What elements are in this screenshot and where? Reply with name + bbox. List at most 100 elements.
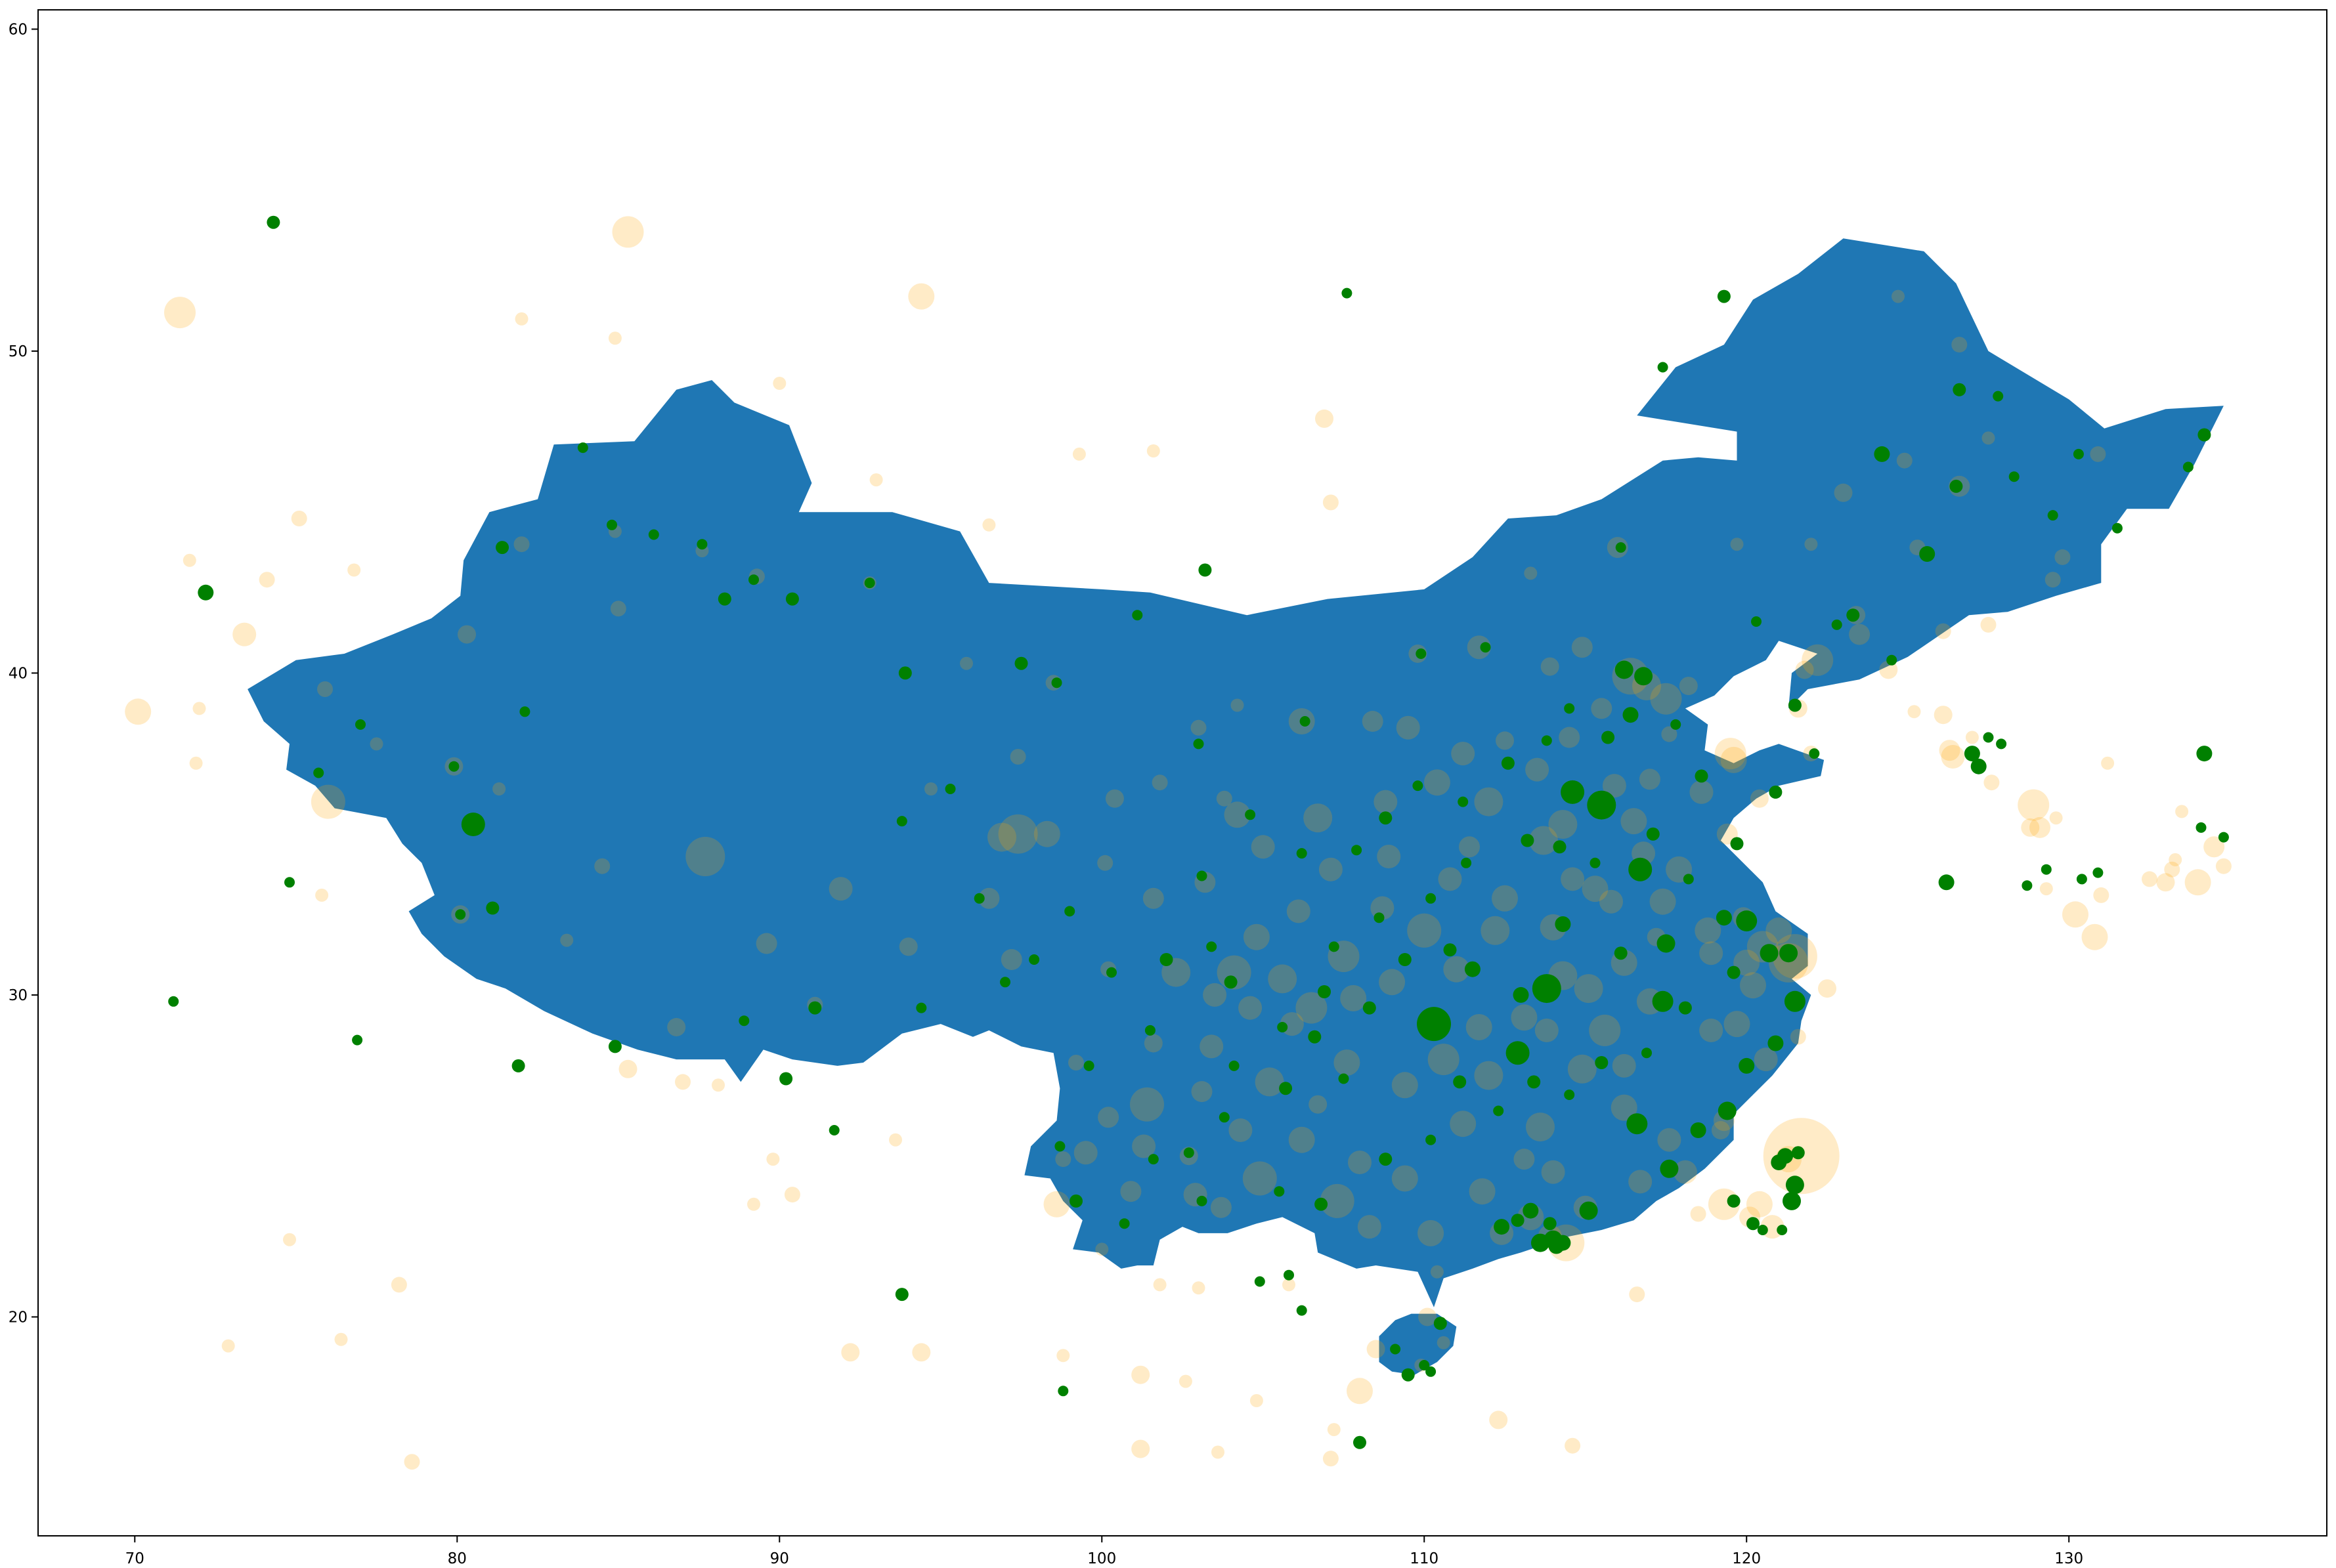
orange-point (164, 297, 196, 329)
orange-point (1714, 738, 1746, 770)
orange-point (1120, 1181, 1142, 1202)
orange-point (1459, 836, 1480, 858)
green-point (2092, 867, 2104, 878)
orange-point (1327, 1423, 1341, 1437)
green-point (1587, 790, 1616, 820)
orange-point (1211, 1445, 1224, 1459)
green-point (1683, 874, 1694, 885)
orange-point (1131, 1439, 1150, 1458)
orange-point (1418, 1307, 1437, 1326)
orange-point (1228, 1118, 1253, 1142)
orange-point (1511, 1004, 1538, 1031)
green-point (1622, 707, 1639, 723)
orange-point (1396, 715, 1420, 740)
green-point (974, 893, 985, 904)
orange-point (183, 553, 196, 567)
orange-point (1611, 1094, 1637, 1121)
orange-point (1190, 719, 1207, 736)
orange-point (1192, 1281, 1205, 1295)
orange-point (747, 1197, 760, 1211)
mainland-shape (248, 238, 2224, 1307)
orange-point (1430, 1265, 1444, 1279)
x-tick-label: 90 (770, 1550, 789, 1567)
orange-point (2175, 805, 2189, 818)
green-point (1614, 660, 1633, 679)
green-point (1254, 1276, 1265, 1287)
orange-point (1179, 1374, 1192, 1388)
orange-point (1073, 1141, 1098, 1165)
orange-point (756, 933, 777, 954)
orange-point (334, 1332, 348, 1346)
y-tick-label: 20 (9, 1309, 28, 1326)
green-point (1198, 563, 1212, 577)
orange-point (1980, 616, 1997, 633)
orange-point (924, 782, 938, 795)
green-point (1527, 1075, 1541, 1089)
orange-point (829, 877, 853, 901)
green-point (1328, 941, 1339, 952)
green-point (511, 1059, 525, 1072)
orange-point (1391, 1072, 1418, 1099)
orange-point (2029, 816, 2050, 838)
orange-point (2101, 756, 2115, 770)
x-tick-label: 110 (1410, 1550, 1438, 1567)
green-point (1983, 732, 1994, 743)
green-point (1119, 1218, 1130, 1229)
orange-point (1599, 889, 1623, 914)
orange-point (1417, 1219, 1444, 1246)
orange-point (1377, 845, 1401, 868)
orange-point (1525, 757, 1549, 782)
orange-point (2164, 861, 2180, 878)
green-point (1224, 975, 1238, 989)
green-point (1769, 785, 1783, 799)
orange-point (1224, 801, 1251, 828)
green-point (1183, 1147, 1194, 1158)
green-point (1511, 1214, 1525, 1227)
orange-point (1340, 985, 1367, 1011)
orange-point (1657, 1128, 1681, 1152)
orange-point (1981, 431, 1995, 445)
orange-point (1251, 835, 1275, 859)
green-point (1739, 1057, 1755, 1074)
green-point (916, 1002, 927, 1013)
green-point (1159, 953, 1173, 966)
orange-point (1467, 635, 1491, 660)
orange-point (1612, 1053, 1636, 1078)
orange-point (315, 888, 329, 902)
orange-point (618, 1059, 638, 1078)
green-point (1601, 731, 1615, 744)
orange-point (1720, 746, 1747, 773)
orange-point (2215, 858, 2232, 874)
orange-point (1571, 637, 1593, 658)
x-axis: 70 80 90 100 110 120 130 (125, 1536, 2083, 1567)
orange-point (1095, 1242, 1109, 1256)
green-point (1652, 990, 1674, 1012)
orange-point (899, 937, 918, 956)
orange-point (1934, 706, 1953, 725)
orange-point (978, 887, 1000, 909)
orange-point (1451, 742, 1475, 766)
green-point (1785, 1176, 1804, 1195)
orange-point (1907, 705, 1921, 719)
green-point (1054, 1141, 1066, 1152)
orange-point (610, 601, 626, 617)
green-point (1219, 1112, 1230, 1123)
green-point (1730, 837, 1744, 851)
green-point (1419, 1360, 1430, 1370)
orange-point (1513, 1149, 1535, 1170)
orange-point (391, 1277, 407, 1293)
x-tick-label: 70 (125, 1550, 144, 1567)
orange-point (1322, 494, 1339, 511)
orange-point (612, 216, 644, 248)
green-point (1501, 756, 1515, 770)
y-tick-label: 50 (9, 343, 28, 360)
orange-point (1098, 1107, 1119, 1128)
orange-point (1639, 769, 1660, 790)
green-point (1132, 610, 1143, 621)
green-point (1148, 1154, 1159, 1165)
orange-point (1690, 1206, 1706, 1222)
orange-point (347, 563, 361, 577)
green-point (896, 816, 907, 827)
green-point (1970, 758, 1987, 774)
